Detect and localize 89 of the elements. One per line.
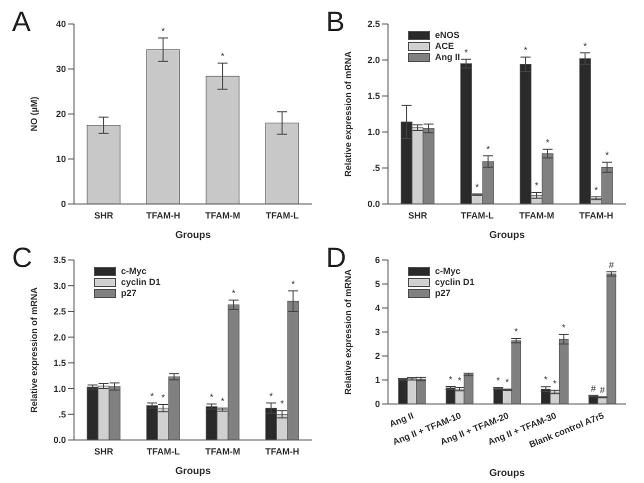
- y-tick-label: .5: [58, 409, 66, 420]
- chart-title: B: [326, 6, 345, 37]
- data-label: *: [220, 396, 225, 406]
- data-label: *: [458, 375, 462, 386]
- legend-label: c-Myc: [121, 266, 147, 277]
- data-label: *: [486, 144, 490, 154]
- y-tick-label: 0: [60, 199, 66, 210]
- y-tick-label: 30: [56, 64, 66, 74]
- y-tick-label: 0.0: [367, 199, 380, 210]
- legend-label: p27: [121, 288, 137, 299]
- y-tick-label: 2.0: [53, 332, 66, 342]
- chart-title: A: [12, 6, 31, 37]
- data-label: *: [280, 398, 284, 409]
- y-tick-label: 0.0: [53, 435, 66, 446]
- x-tick-label: SHR: [408, 210, 428, 220]
- y-tick-label: 2.5: [367, 19, 380, 30]
- data-label: *: [514, 326, 518, 336]
- y-axis-title: NO (µM): [29, 96, 40, 132]
- legend-label: p27: [435, 288, 451, 299]
- data-label: *: [553, 378, 558, 388]
- y-tick-label: 6: [374, 255, 380, 266]
- legend-label: cyclin D1: [121, 277, 161, 288]
- data-label: *: [594, 184, 598, 195]
- y-tick-label: 5: [374, 279, 380, 290]
- x-tick-label: TFAM-M: [205, 210, 240, 220]
- data-label: *: [232, 288, 236, 298]
- legend-label: cyclin D1: [435, 277, 475, 288]
- x-tick-label: SHR: [94, 210, 114, 220]
- x-tick-label: TFAM-L: [146, 446, 180, 456]
- data-label: *: [210, 392, 214, 402]
- data-label: *: [464, 47, 468, 58]
- x-axis-title: Groups: [175, 230, 212, 241]
- y-axis-title: Relative expression of mRNA: [29, 286, 40, 413]
- y-tick-label: 3: [374, 327, 380, 338]
- y-tick-label: 1.0: [53, 384, 66, 394]
- legend-label: ACE: [435, 41, 454, 52]
- x-tick-label: TFAM-M: [519, 210, 554, 220]
- y-tick-label: 4: [374, 303, 380, 314]
- legend-label: eNOS: [435, 30, 460, 41]
- data-label: *: [546, 137, 550, 148]
- x-tick-label: TFAM-L: [266, 210, 300, 220]
- data-label: *: [544, 374, 548, 385]
- y-tick-label: 3.0: [53, 280, 66, 291]
- y-tick-label: 2.5: [53, 306, 66, 317]
- y-axis-title: Relative expression of mRNA: [343, 268, 354, 395]
- legend-label: c-Myc: [435, 266, 461, 277]
- data-label: #: [600, 384, 605, 395]
- y-tick-label: 20: [56, 109, 66, 120]
- data-label: *: [496, 375, 500, 386]
- x-tick-label: TFAM-H: [579, 210, 614, 220]
- data-label: *: [534, 180, 539, 190]
- data-label: *: [220, 51, 225, 62]
- x-tick-label: TFAM-H: [146, 210, 180, 220]
- y-tick-label: 0: [374, 399, 380, 410]
- data-label: *: [269, 390, 274, 401]
- data-label: *: [524, 45, 528, 56]
- x-tick-label: TFAM-H: [265, 446, 300, 456]
- data-label: *: [150, 390, 154, 401]
- data-label: #: [590, 383, 596, 394]
- data-label: #: [608, 260, 614, 270]
- data-label: *: [475, 182, 480, 192]
- data-label: *: [161, 26, 166, 36]
- y-tick-label: 2.0: [367, 55, 380, 66]
- y-tick-label: 1.5: [367, 91, 380, 102]
- y-tick-label: 3.5: [53, 255, 66, 266]
- x-tick-label: TFAM-M: [205, 446, 240, 456]
- data-label: *: [562, 322, 566, 332]
- data-label: *: [605, 150, 610, 160]
- data-label: *: [505, 377, 510, 388]
- y-tick-label: .5: [372, 163, 380, 174]
- y-tick-label: 10: [56, 154, 66, 164]
- x-tick-label: SHR: [94, 446, 114, 456]
- data-label: *: [161, 392, 166, 403]
- y-tick-label: 1.5: [53, 358, 66, 368]
- x-tick-label: TFAM-L: [460, 210, 494, 220]
- data-label: *: [583, 40, 588, 51]
- data-label: *: [291, 278, 296, 289]
- chart-title: C: [12, 242, 32, 273]
- y-axis-title: Relative expression of mRNA: [343, 50, 354, 177]
- legend-label: Ang II: [435, 52, 460, 63]
- data-label: *: [448, 374, 453, 384]
- y-tick-label: 1.0: [367, 127, 380, 138]
- x-tick-label: Ang II: [388, 410, 415, 430]
- y-tick-label: 40: [56, 19, 66, 30]
- x-axis-title: Groups: [489, 468, 526, 479]
- y-tick-label: 2: [374, 351, 380, 362]
- y-tick-label: 1: [374, 375, 380, 386]
- x-axis-title: Groups: [489, 230, 526, 241]
- x-axis-title: Groups: [175, 466, 212, 477]
